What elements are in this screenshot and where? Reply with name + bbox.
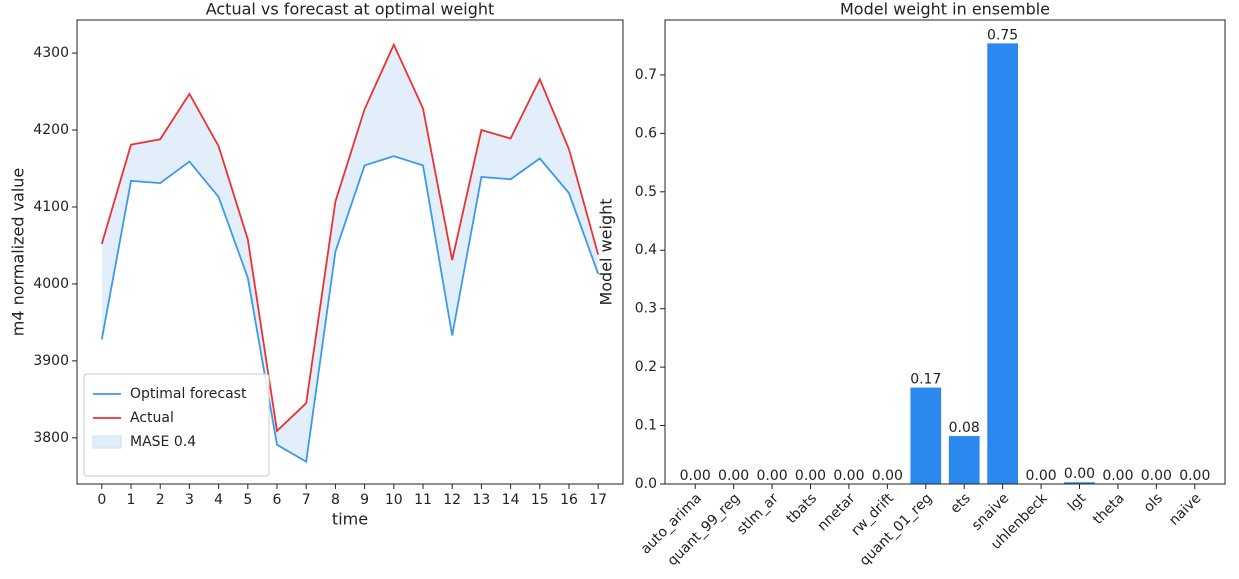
value-label: 0.00 — [1179, 468, 1210, 484]
y-axis-label: Model weight — [597, 198, 616, 305]
x-tick-label: ets — [947, 490, 973, 516]
value-label: 0.00 — [718, 468, 749, 484]
x-tick-label: 9 — [360, 492, 369, 508]
x-tick-label: 5 — [243, 492, 252, 508]
x-tick-label: tbats — [784, 490, 821, 527]
value-label: 0.00 — [833, 468, 864, 484]
value-label: 0.00 — [795, 468, 826, 484]
x-tick-label: 10 — [385, 492, 403, 508]
x-tick-label: ols — [1141, 490, 1166, 515]
x-axis-label: time — [332, 510, 368, 529]
y-tick-label: 3900 — [33, 353, 69, 369]
y-axis-label: m4 normalized value — [9, 168, 28, 337]
x-tick-label: naive — [1166, 490, 1204, 528]
y-tick-label: 0.2 — [635, 359, 657, 375]
y-tick-label: 0.6 — [635, 125, 657, 141]
x-tick-label: 0 — [97, 492, 106, 508]
x-tick-label: 17 — [589, 492, 607, 508]
y-tick-label: 0.7 — [635, 67, 657, 83]
y-tick-label: 4000 — [33, 276, 69, 292]
x-tick-label: 2 — [156, 492, 165, 508]
value-label: 0.00 — [680, 468, 711, 484]
y-tick-label: 0.0 — [635, 476, 657, 492]
value-label: 0.00 — [1102, 468, 1133, 484]
y-tick-label: 4100 — [33, 199, 69, 215]
y-tick-label: 0.4 — [635, 242, 657, 258]
x-tick-label: stlm_ar — [734, 490, 782, 538]
legend-swatch — [92, 435, 122, 449]
x-tick-label: 6 — [273, 492, 282, 508]
chart-title: Actual vs forecast at optimal weight — [206, 0, 495, 19]
x-tick-label: 8 — [331, 492, 340, 508]
legend-label: Optimal forecast — [130, 386, 247, 402]
x-tick-label: 1 — [127, 492, 136, 508]
value-label: 0.00 — [756, 468, 787, 484]
y-tick-label: 0.1 — [635, 418, 657, 434]
plot-frame — [76, 19, 624, 485]
x-tick-label: 7 — [302, 492, 311, 508]
x-tick-label: lgt — [1065, 490, 1090, 515]
x-tick-label: 16 — [560, 492, 578, 508]
x-tick-label: 12 — [443, 492, 461, 508]
x-tick-label: 3 — [185, 492, 194, 508]
value-label: 0.00 — [1025, 468, 1056, 484]
chart-title: Model weight in ensemble — [840, 0, 1050, 19]
legend-label: Actual — [130, 410, 174, 426]
y-tick-label: 0.5 — [635, 184, 657, 200]
legend-box — [83, 373, 270, 477]
bar — [987, 43, 1019, 485]
x-tick-label: 13 — [472, 492, 490, 508]
value-label: 0.00 — [872, 468, 903, 484]
value-label: 0.08 — [949, 420, 980, 436]
y-tick-label: 4300 — [33, 45, 69, 61]
x-tick-label: theta — [1090, 490, 1128, 528]
x-tick-label: 4 — [214, 492, 223, 508]
x-tick-label: 15 — [531, 492, 549, 508]
line — [100, 42, 600, 433]
y-tick-label: 3800 — [33, 430, 69, 446]
y-tick-label: 4200 — [33, 122, 69, 138]
legend-label: MASE 0.4 — [130, 434, 196, 450]
bar — [1064, 482, 1095, 484]
value-label: 0.75 — [987, 27, 1018, 43]
plot-frame — [664, 19, 1226, 485]
value-label: 0.00 — [1141, 468, 1172, 484]
value-label: 0.00 — [1064, 466, 1095, 482]
x-tick-label: 14 — [502, 492, 520, 508]
x-tick-label: 11 — [414, 492, 432, 508]
bar — [910, 387, 942, 484]
value-label: 0.17 — [910, 372, 941, 388]
line — [100, 155, 600, 464]
bar — [948, 436, 980, 484]
y-tick-label: 0.3 — [635, 301, 657, 317]
